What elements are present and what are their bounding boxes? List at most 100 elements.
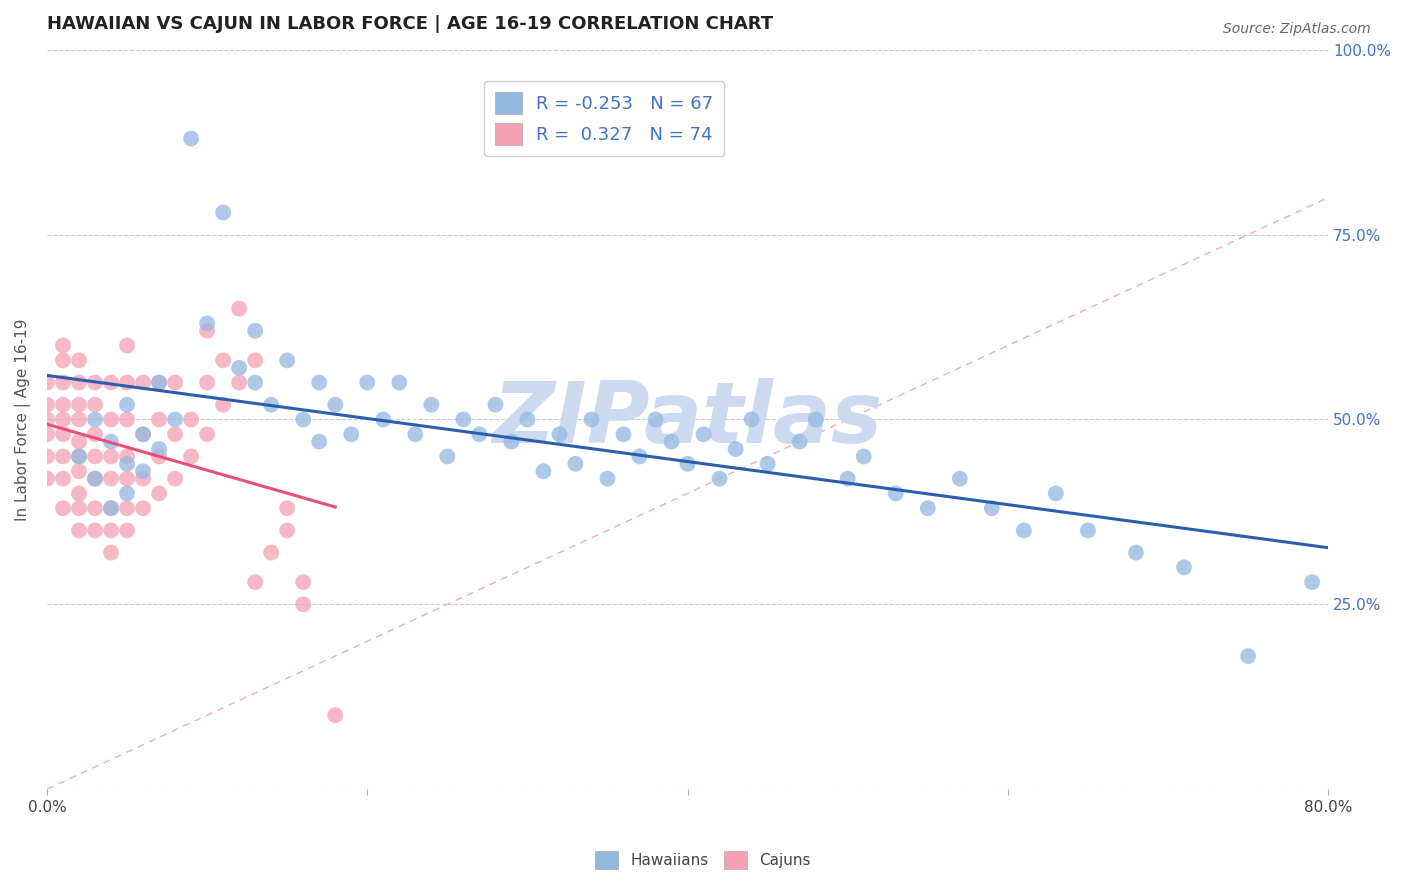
Point xyxy=(100,376,122,390)
Point xyxy=(100,450,122,464)
Point xyxy=(228,360,250,375)
Point xyxy=(628,450,651,464)
Point xyxy=(195,324,218,338)
Point xyxy=(1012,524,1035,538)
Point xyxy=(1237,649,1260,664)
Point xyxy=(276,524,298,538)
Point xyxy=(100,412,122,426)
Point xyxy=(692,427,714,442)
Point xyxy=(52,412,75,426)
Point xyxy=(373,412,395,426)
Point xyxy=(84,472,107,486)
Point xyxy=(180,450,202,464)
Point xyxy=(516,412,538,426)
Point xyxy=(323,398,346,412)
Text: ZIPatlas: ZIPatlas xyxy=(492,378,883,461)
Point xyxy=(84,376,107,390)
Point xyxy=(67,464,90,478)
Point xyxy=(67,376,90,390)
Point xyxy=(52,427,75,442)
Point xyxy=(980,501,1002,516)
Point xyxy=(436,450,458,464)
Point xyxy=(276,353,298,368)
Point xyxy=(243,353,266,368)
Point xyxy=(132,464,155,478)
Point xyxy=(596,472,619,486)
Point xyxy=(52,472,75,486)
Point xyxy=(917,501,939,516)
Point xyxy=(148,412,170,426)
Point xyxy=(404,427,426,442)
Point xyxy=(644,412,666,426)
Point xyxy=(1077,524,1099,538)
Point xyxy=(453,412,475,426)
Point xyxy=(115,457,138,471)
Point xyxy=(1173,560,1195,574)
Point xyxy=(949,472,972,486)
Point xyxy=(35,376,58,390)
Point xyxy=(308,376,330,390)
Point xyxy=(756,457,779,471)
Point xyxy=(100,545,122,559)
Point xyxy=(100,501,122,516)
Point xyxy=(228,376,250,390)
Point xyxy=(35,450,58,464)
Point xyxy=(115,501,138,516)
Point xyxy=(195,427,218,442)
Point xyxy=(165,412,187,426)
Point xyxy=(148,376,170,390)
Point xyxy=(52,338,75,352)
Point xyxy=(52,398,75,412)
Point xyxy=(292,575,315,590)
Point xyxy=(100,472,122,486)
Point xyxy=(67,434,90,449)
Point xyxy=(165,427,187,442)
Point xyxy=(100,501,122,516)
Point xyxy=(581,412,603,426)
Point xyxy=(292,412,315,426)
Point xyxy=(148,376,170,390)
Text: HAWAIIAN VS CAJUN IN LABOR FORCE | AGE 16-19 CORRELATION CHART: HAWAIIAN VS CAJUN IN LABOR FORCE | AGE 1… xyxy=(46,15,773,33)
Point xyxy=(468,427,491,442)
Legend: R = -0.253   N = 67, R =  0.327   N = 74: R = -0.253 N = 67, R = 0.327 N = 74 xyxy=(484,81,724,156)
Point xyxy=(180,131,202,145)
Point xyxy=(661,434,683,449)
Point xyxy=(84,501,107,516)
Point xyxy=(67,450,90,464)
Point xyxy=(612,427,634,442)
Point xyxy=(52,353,75,368)
Point xyxy=(884,486,907,500)
Point xyxy=(564,457,586,471)
Point xyxy=(212,205,235,219)
Point xyxy=(67,353,90,368)
Point xyxy=(84,450,107,464)
Point xyxy=(67,486,90,500)
Point xyxy=(84,412,107,426)
Point xyxy=(132,427,155,442)
Point xyxy=(709,472,731,486)
Point xyxy=(115,398,138,412)
Point xyxy=(837,472,859,486)
Point xyxy=(1125,545,1147,559)
Point xyxy=(292,597,315,611)
Point xyxy=(100,524,122,538)
Point xyxy=(148,450,170,464)
Point xyxy=(115,412,138,426)
Y-axis label: In Labor Force | Age 16-19: In Labor Force | Age 16-19 xyxy=(15,318,31,521)
Point xyxy=(260,545,283,559)
Point xyxy=(420,398,443,412)
Point xyxy=(243,324,266,338)
Point xyxy=(243,376,266,390)
Point xyxy=(67,450,90,464)
Point xyxy=(323,708,346,723)
Point xyxy=(180,412,202,426)
Point xyxy=(789,434,811,449)
Point xyxy=(52,376,75,390)
Point xyxy=(35,472,58,486)
Point xyxy=(132,427,155,442)
Point xyxy=(115,338,138,352)
Point xyxy=(260,398,283,412)
Point xyxy=(148,486,170,500)
Point xyxy=(356,376,378,390)
Point xyxy=(84,524,107,538)
